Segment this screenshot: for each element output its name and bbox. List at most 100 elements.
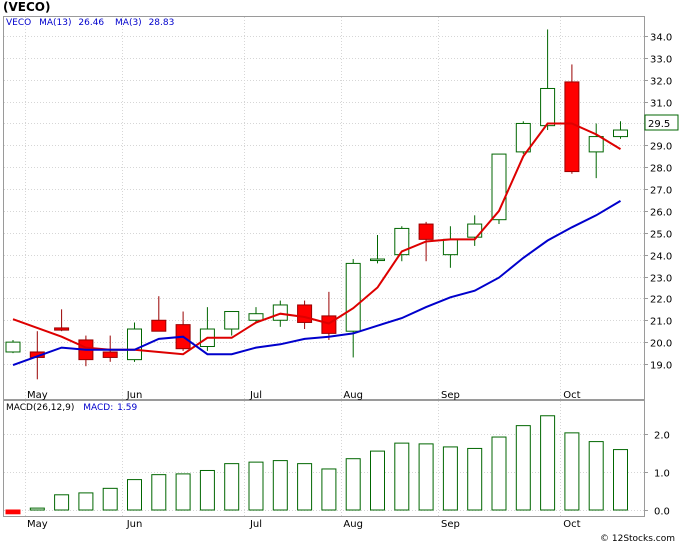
legend-macd-params: MACD(26,12,9) (6, 403, 74, 413)
x-tick-label: Sep (441, 390, 460, 401)
candle-body (370, 258, 385, 262)
macd-tick-label: 0.0 (654, 507, 670, 518)
macd-bar (78, 492, 94, 511)
candle-body (613, 129, 628, 138)
candle-body (467, 223, 483, 238)
candle-body (588, 136, 604, 153)
macd-bar (224, 463, 240, 511)
price-tick-label: 20.0 (650, 339, 672, 350)
candle-down (321, 291, 337, 340)
legend-macd-value: 1.59 (117, 403, 137, 413)
price-tick-label: 33.0 (650, 55, 672, 66)
legend-macd-label: MACD: (83, 403, 113, 413)
macd-x-tick-label: Jul (249, 519, 262, 530)
x-tick-label: Jun (126, 390, 143, 401)
macd-bar (151, 474, 167, 511)
macd-bar (564, 432, 580, 511)
macd-bar (467, 447, 483, 511)
candle-up (5, 339, 21, 354)
candle-up (467, 215, 483, 246)
candle-up (491, 153, 507, 225)
macd-bar (102, 487, 118, 511)
price-tick-label: 23.0 (650, 274, 672, 285)
candle-up (224, 311, 240, 336)
candle-body (5, 341, 21, 353)
macd-bar (321, 468, 337, 511)
candle-down (102, 335, 118, 362)
macd-bar (588, 441, 604, 511)
x-tick-label: Oct (563, 390, 580, 401)
price-tick-label: 19.0 (650, 361, 672, 372)
price-tick-label: 29.0 (650, 142, 672, 153)
x-axis-price: May Jun Jul Aug Sep Oct (27, 390, 581, 401)
candle-body (272, 304, 288, 321)
candle-down (151, 296, 167, 332)
last-price-box (644, 114, 679, 131)
legend-symbol: VECO (6, 18, 31, 28)
last-price-label: 29.5 (648, 119, 670, 130)
candle-body (54, 327, 70, 331)
macd-bar (248, 461, 264, 511)
legend-ma13-value: 26.46 (78, 18, 104, 28)
macd-bar (127, 479, 142, 511)
candle-up (370, 234, 385, 264)
legend-ma3-value: 28.83 (149, 18, 175, 28)
candle-up (248, 307, 264, 323)
x-tick-label: Jul (249, 390, 262, 401)
candle-body (345, 262, 361, 332)
macd-legend: MACD(26,12,9) MACD: 1.59 (6, 403, 137, 413)
price-tick-label: 25.0 (650, 230, 672, 241)
price-tick-label: 32.0 (650, 77, 672, 88)
candle-down (297, 300, 313, 330)
candle-up (613, 121, 628, 139)
macd-tick-label: 2.0 (654, 431, 670, 442)
macd-bar (540, 415, 556, 511)
candle-up (588, 123, 604, 179)
candle-up (127, 322, 142, 362)
macd-bar (418, 443, 434, 511)
price-panel-frame (3, 16, 645, 400)
candle-down (54, 309, 70, 332)
candle-down (175, 311, 191, 351)
macd-panel-frame (3, 400, 645, 517)
candle-up (199, 307, 215, 351)
price-tick-label: 27.0 (650, 186, 672, 197)
macd-x-tick-label: Aug (343, 519, 363, 530)
macd-bar (272, 460, 288, 511)
macd-bar (175, 473, 191, 511)
candle-body (321, 315, 337, 334)
macd-bar (394, 442, 410, 511)
macd-x-tick-label: Sep (441, 519, 460, 530)
candle-body (248, 313, 264, 321)
credit-text: © 12Stocks.com (600, 534, 675, 544)
macd-x-tick-label: May (27, 519, 48, 530)
macd-bar (515, 425, 531, 511)
price-tick-label: 28.0 (650, 164, 672, 175)
candle-up (540, 29, 556, 131)
macd-bar (442, 446, 458, 511)
candle-body (442, 238, 458, 256)
candle-body (515, 122, 531, 153)
macd-axis: 0.0 1.0 2.0 (644, 431, 670, 518)
macd-bar (29, 507, 45, 511)
candle-body (394, 227, 410, 256)
macd-bar (345, 458, 361, 511)
candle-down (564, 64, 580, 174)
macd-bar (199, 469, 215, 511)
candle-body (224, 311, 240, 330)
macd-grid (4, 401, 644, 516)
macd-bar (613, 449, 628, 511)
x-tick-label: Aug (343, 390, 363, 401)
legend-ma3-label: MA(3) (115, 18, 142, 28)
candle-up (442, 226, 458, 268)
x-axis-macd: May Jun Jul Aug Sep Oct (27, 519, 581, 530)
legend-ma13-label: MA(13) (39, 18, 71, 28)
price-tick-label: 21.0 (650, 317, 672, 328)
macd-bar (5, 509, 21, 515)
candle-body (540, 87, 556, 127)
candle-body (418, 223, 434, 240)
price-tick-label: 22.0 (650, 295, 672, 306)
macd-x-tick-label: Jun (126, 519, 143, 530)
